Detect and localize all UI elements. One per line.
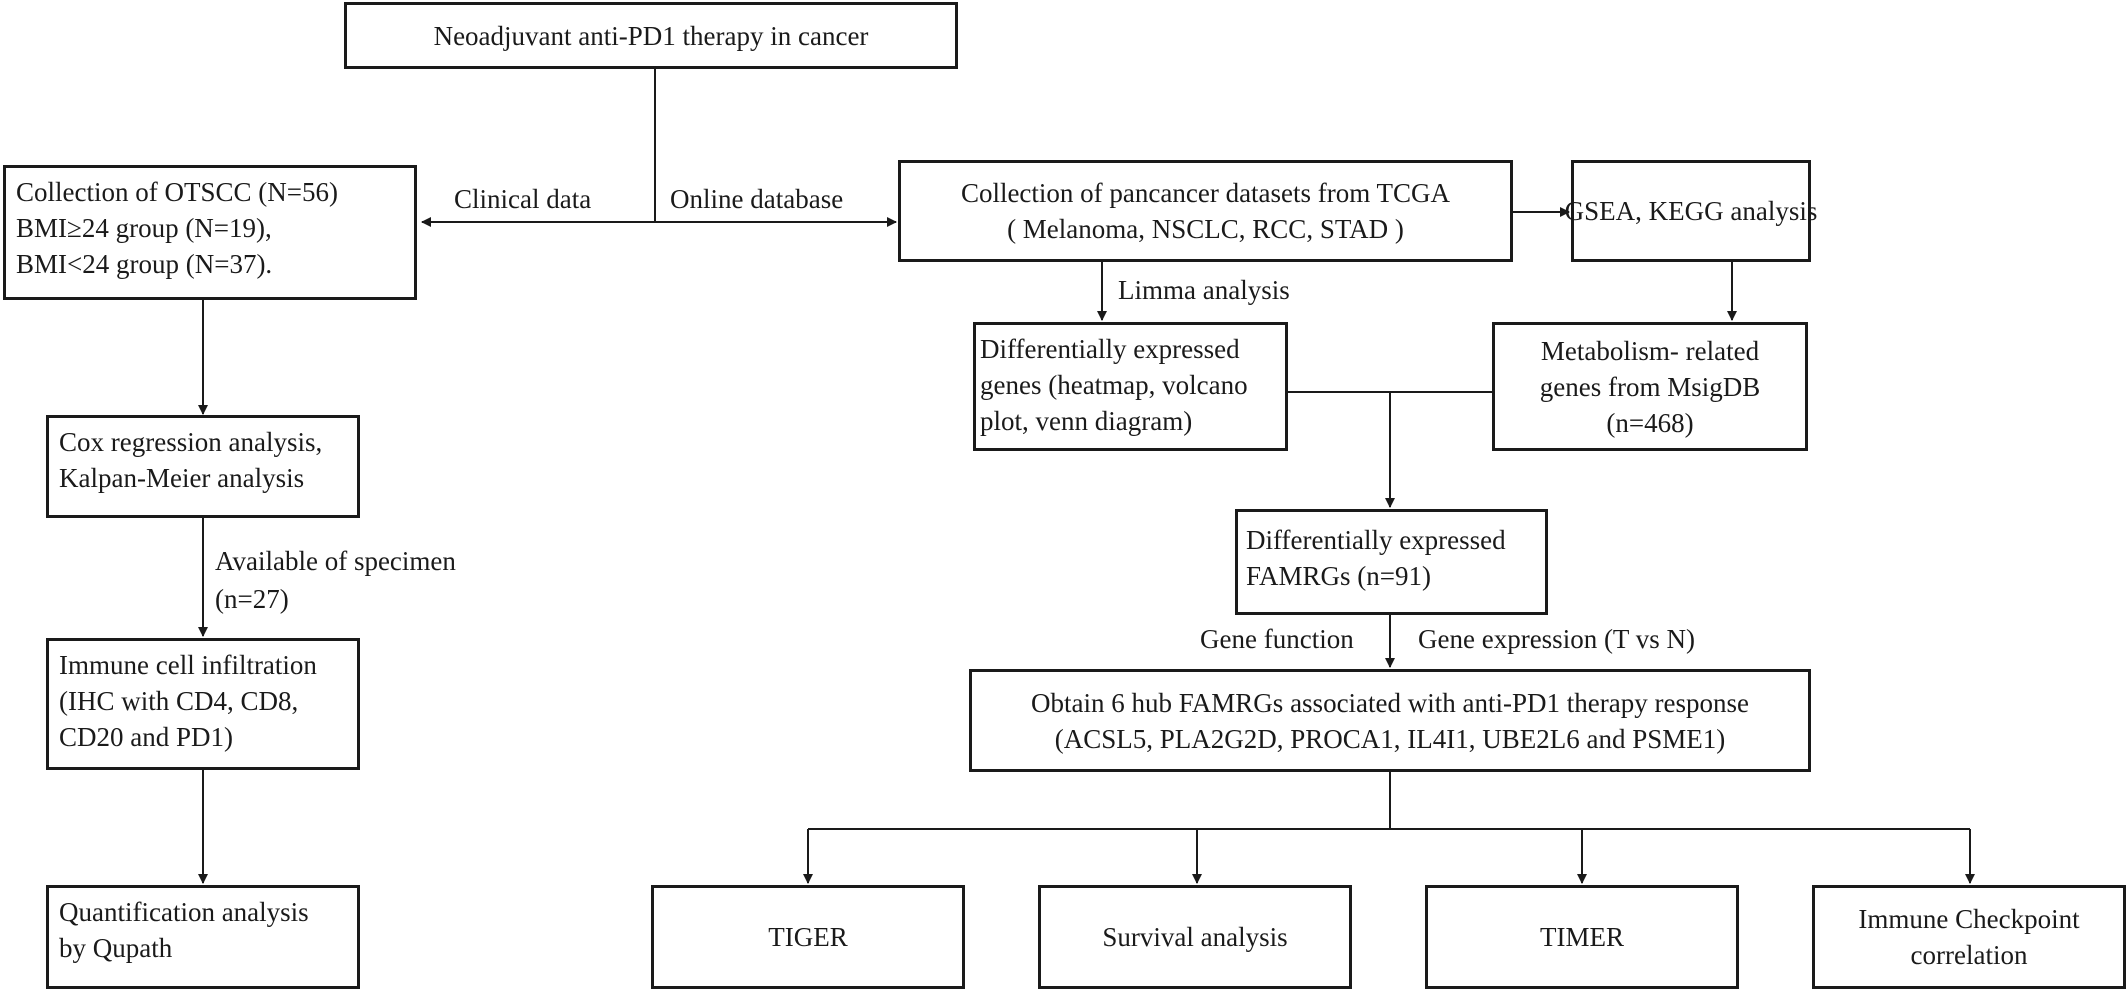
text-line: Survival analysis [1102,922,1288,952]
online-database-label: Online database [670,184,844,214]
quantification-box: Quantification analysis by Qupath [46,885,360,989]
neoadjuvant-box: Neoadjuvant anti-PD1 therapy in cancer [344,2,958,69]
otscc-box: Collection of OTSCC (N=56) BMI≥24 group (… [3,165,417,300]
text-line: Differentially expressed [1246,525,1506,555]
famrgs-box: Differentially expressed FAMRGs (n=91) [1235,509,1548,615]
cox-box: Cox regression analysis, Kalpan-Meier ana… [46,415,360,518]
text-line: FAMRGs (n=91) [1246,561,1431,591]
text-line: Differentially expressed [980,334,1240,364]
text-line: by Qupath [59,933,173,963]
text-line: Neoadjuvant anti-PD1 therapy in cancer [433,20,869,51]
text-line: Obtain 6 hub FAMRGs associated with anti… [1031,687,1749,718]
gsea-box: GSEA, KEGG analysis [1565,160,1817,262]
text-line: (IHC with CD4, CD8, [59,686,299,716]
text-line: BMI≥24 group (N=19), [16,213,272,243]
text-line: plot, venn diagram) [980,406,1193,436]
specimen-label: Available of specimen (n=27) [215,542,456,618]
text-line: Collection of pancancer datasets from TC… [960,178,1451,208]
text-line: correlation [1910,940,2028,970]
text-line: TIGER [768,922,848,952]
pancancer-box: Collection of pancancer datasets from TC… [898,160,1513,262]
text-line: Metabolism- related [1540,335,1760,366]
text-line: Kalpan-Meier analysis [59,463,305,493]
text-line: genes from MsigDB [1539,371,1761,402]
text-line: BMI<24 group (N=37). [16,249,273,279]
text-line: Cox regression analysis, [59,427,323,457]
hub-box: Obtain 6 hub FAMRGs associated with anti… [969,669,1811,772]
text-line: (ACSL5, PLA2G2D, PROCA1, IL4I1, UBE2L6 a… [1054,723,1726,754]
text-line: CD20 and PD1) [59,722,233,752]
text-line: Immune cell infiltration [59,650,317,680]
immune-cell-box: Immune cell infiltration (IHC with CD4, C… [46,638,360,770]
text-line: (n=27) [215,584,289,614]
survival-box: Survival analysis [1038,885,1352,989]
text-line: Quantification analysis [59,897,309,927]
tiger-box: TIGER [651,885,965,989]
text-line: Available of specimen [215,546,456,576]
text-line: Immune Checkpoint [1858,904,2080,934]
text-line: GSEA, KEGG analysis [1564,196,1818,226]
limma-analysis-label: Limma analysis [1118,275,1290,305]
text-line: (n=468) [1606,407,1694,438]
text-line: TIMER [1540,922,1624,952]
timer-box: TIMER [1425,885,1739,989]
gene-expression-label: Gene expression (T vs N) [1418,624,1695,654]
text-line: ( Melanoma, NSCLC, RCC, STAD ) [1007,214,1404,244]
checkpoint-box: Immune Checkpoint correlation [1812,885,2126,989]
clinical-data-label: Clinical data [454,184,592,214]
text-line: Collection of OTSCC (N=56) [16,177,338,207]
gene-function-label: Gene function [1200,624,1354,654]
degs-box: Differentially expressed genes (heatmap, … [973,322,1288,451]
metabolism-box: Metabolism- related genes from MsigDB (n=4… [1492,322,1808,451]
text-line: genes (heatmap, volcano [980,370,1248,400]
